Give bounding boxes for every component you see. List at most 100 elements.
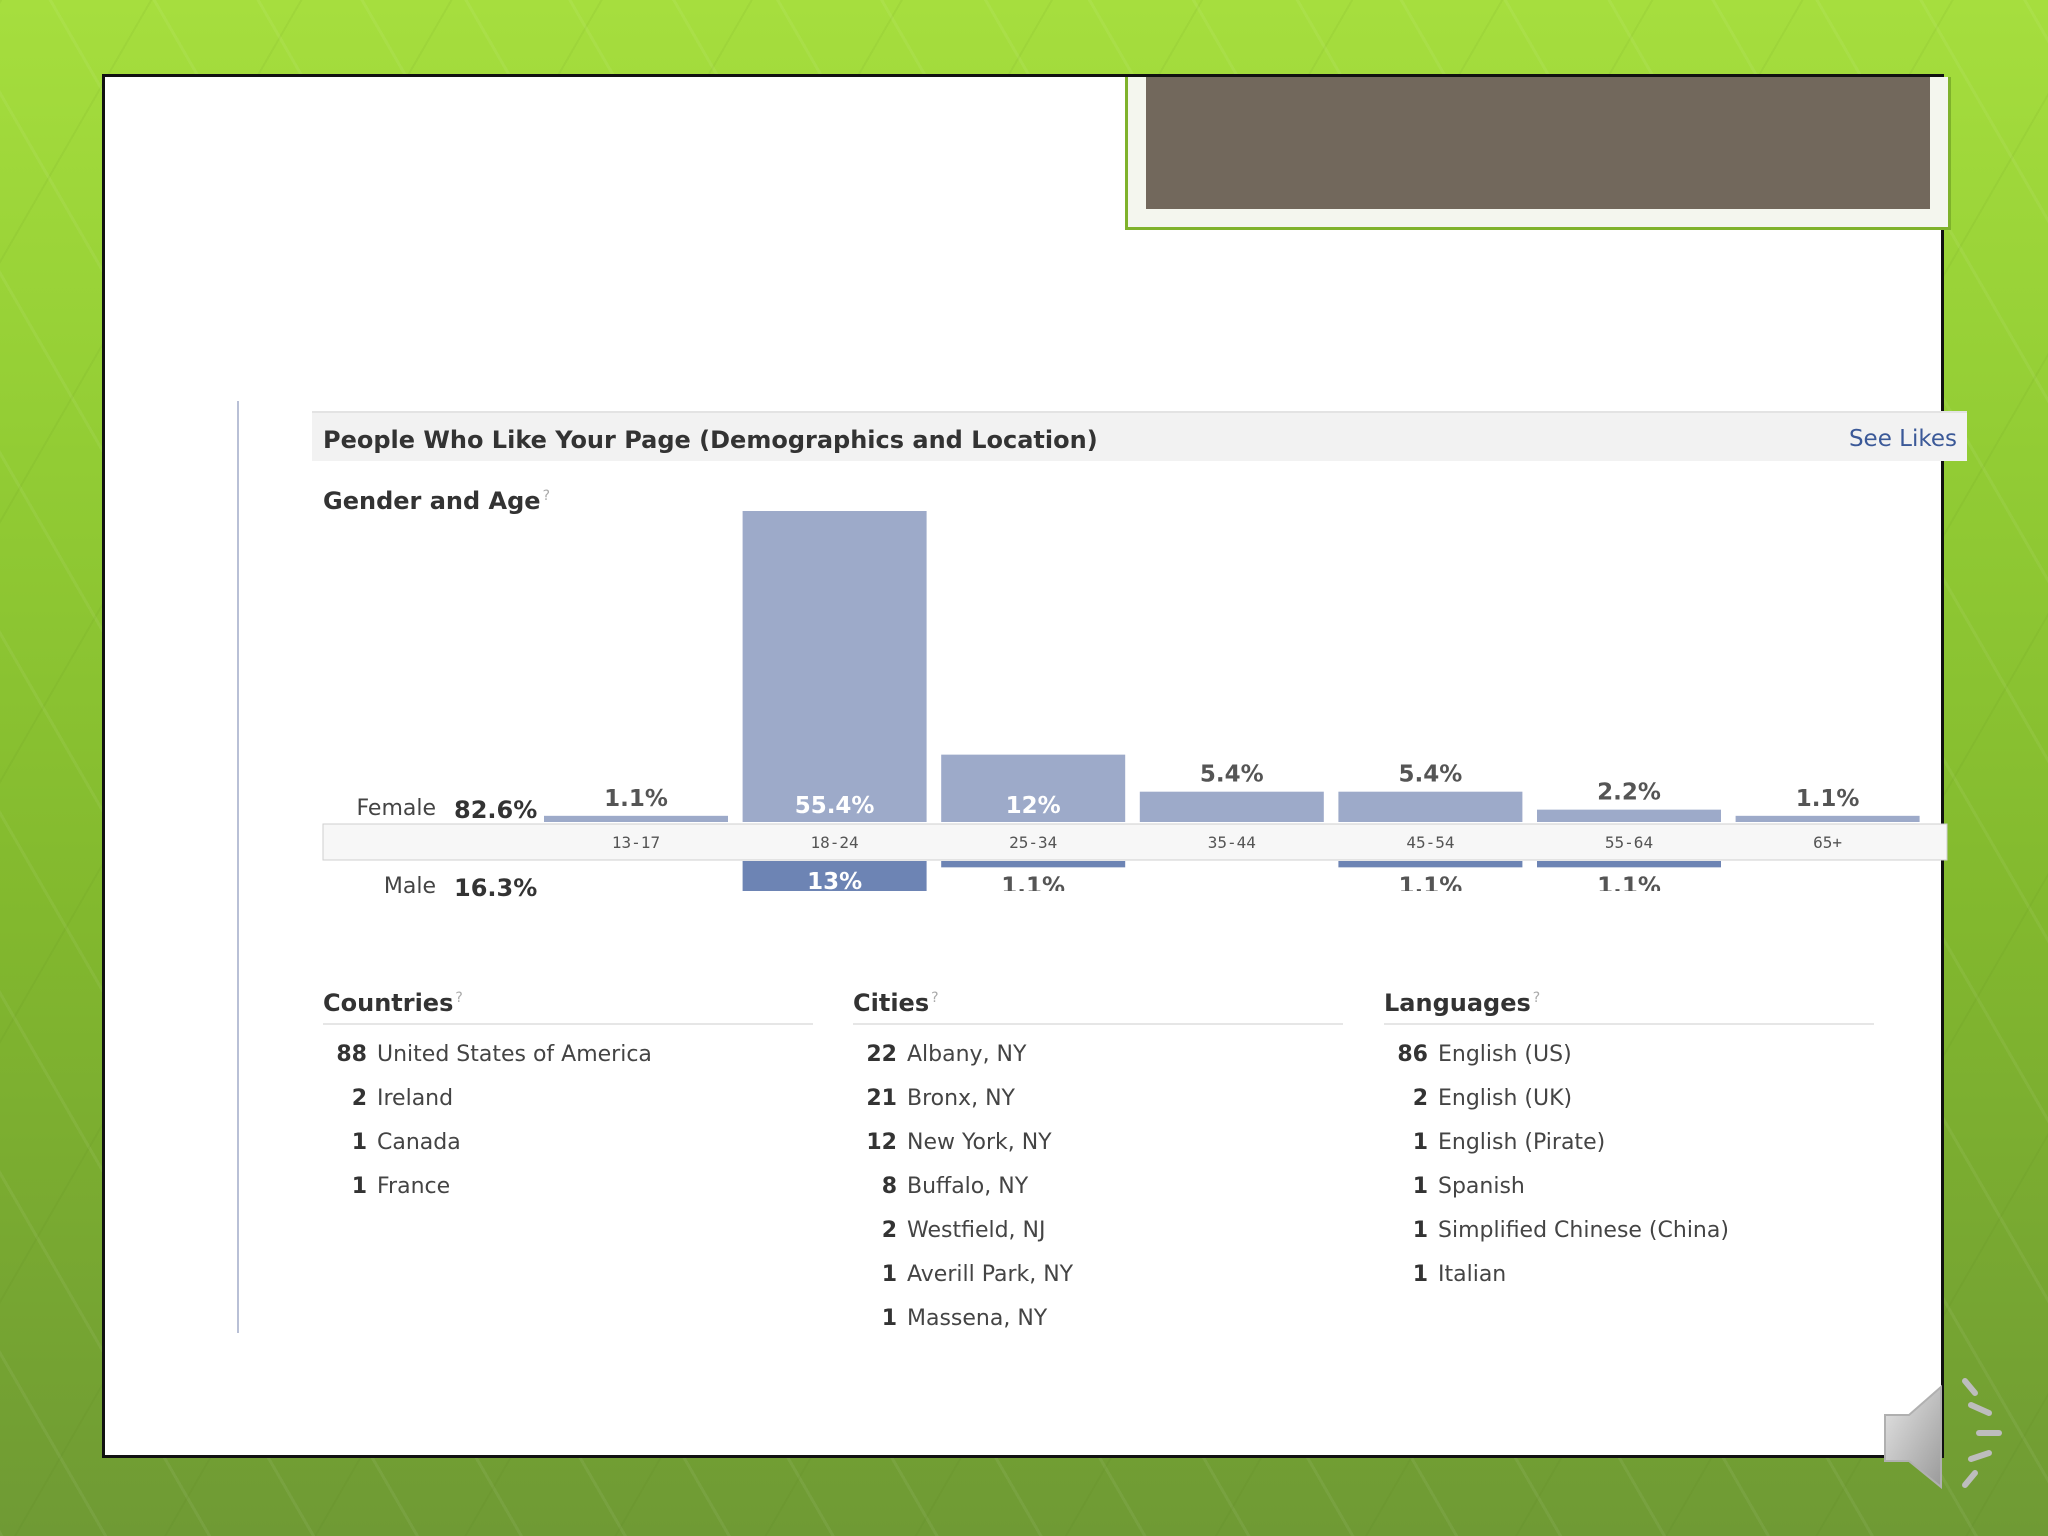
cities-row: 1 Massena, NY	[853, 1297, 1343, 1341]
female-data-label: 5.4%	[1399, 762, 1463, 788]
female-bar	[1537, 809, 1721, 822]
male-data-label: 13%	[807, 869, 862, 891]
countries-title: Countries	[323, 989, 454, 1017]
age-tick-label: 65+	[1813, 833, 1842, 852]
row-name: Bronx, NY	[907, 1086, 1015, 1111]
cities-row: 8 Buffalo, NY	[853, 1165, 1343, 1209]
countries-list: 88 United States of America 2 Ireland 1 Canad…	[323, 1033, 813, 1209]
male-bar	[941, 861, 1126, 868]
age-axis-strip	[322, 823, 1948, 861]
row-count: 1	[1412, 1130, 1428, 1155]
help-icon[interactable]: ?	[1532, 990, 1541, 1006]
cities-row: 21 Bronx, NY	[853, 1077, 1343, 1121]
cities-title: Cities	[853, 989, 930, 1017]
cities-row: 1 Averill Park, NY	[853, 1253, 1343, 1297]
title-placeholder-fill	[1146, 77, 1930, 209]
languages-heading: Languages?	[1384, 989, 1874, 1025]
row-count: 1	[881, 1262, 897, 1287]
female-data-label: 5.4%	[1200, 762, 1264, 788]
female-bar	[941, 754, 1126, 822]
male-data-label: 1.1%	[1001, 873, 1065, 891]
male-bar	[1338, 861, 1523, 868]
gender-age-title: Gender and Age	[323, 487, 541, 515]
cities-row: 22 Albany, NY	[853, 1033, 1343, 1077]
demographics-panel: People Who Like Your Page (Demographics …	[312, 411, 1967, 1347]
row-count: 8	[881, 1174, 897, 1199]
male-total: 16.3%	[454, 874, 538, 902]
row-count: 1	[1412, 1218, 1428, 1243]
row-count: 2	[1412, 1086, 1428, 1111]
female-bar	[544, 815, 728, 822]
cities-heading: Cities?	[853, 989, 1343, 1025]
chart-svg: 1.1% 13-17 55.4% 18-24 13% 12% 25-34 1.1% 5.4% 35…	[322, 511, 1948, 891]
slide: People Who Like Your Page (Demographics …	[102, 74, 2002, 1490]
age-tick-label: 55-64	[1605, 833, 1653, 852]
male-label: Male	[383, 874, 436, 899]
male-bar	[742, 861, 927, 891]
female-data-label: 55.4%	[795, 793, 875, 819]
row-name: Italian	[1438, 1262, 1507, 1287]
row-name: Canada	[377, 1130, 461, 1155]
panel-header: People Who Like Your Page (Demographics …	[312, 411, 1967, 461]
row-name: Westfield, NJ	[907, 1218, 1046, 1243]
left-rule	[237, 401, 239, 1333]
male-data-label: 1.1%	[1399, 873, 1463, 891]
female-bar	[742, 511, 927, 822]
age-tick-label: 35-44	[1208, 833, 1256, 852]
cities-list: 22 Albany, NY 21 Bronx, NY 12 New York, NY 8 Bu…	[853, 1033, 1343, 1341]
see-likes-link[interactable]: See Likes	[1848, 426, 1957, 452]
row-count: 86	[1397, 1042, 1428, 1067]
languages-list: 86 English (US) 2 English (UK) 1 English (Pir…	[1384, 1033, 1874, 1297]
row-count: 1	[881, 1306, 897, 1331]
row-name: English (Pirate)	[1438, 1130, 1606, 1155]
row-count: 1	[1412, 1174, 1428, 1199]
female-total: 82.6%	[454, 796, 538, 824]
cities-section: Cities? 22 Albany, NY 21 Bronx, NY 12 New Yor…	[853, 989, 1343, 1341]
help-icon[interactable]: ?	[542, 488, 550, 504]
row-count: 21	[866, 1086, 897, 1111]
gender-age-heading: Gender and Age?	[323, 487, 550, 515]
age-tick-label: 13-17	[612, 833, 660, 852]
row-name: France	[377, 1174, 451, 1199]
age-tick-label: 45-54	[1406, 833, 1454, 852]
languages-row: 1 Spanish	[1384, 1165, 1874, 1209]
cities-row: 2 Westfield, NJ	[853, 1209, 1343, 1253]
row-count: 22	[866, 1042, 897, 1067]
female-label: Female	[356, 796, 436, 821]
row-count: 12	[866, 1130, 897, 1155]
help-icon[interactable]: ?	[455, 990, 463, 1006]
female-bar	[1735, 815, 1920, 822]
row-count: 1	[1412, 1262, 1428, 1287]
row-name: English (UK)	[1438, 1086, 1573, 1111]
languages-title: Languages	[1384, 989, 1531, 1017]
languages-row: 86 English (US)	[1384, 1033, 1874, 1077]
female-data-label: 12%	[1006, 793, 1061, 819]
row-name: Spanish	[1438, 1174, 1525, 1199]
countries-row: 88 United States of America	[323, 1033, 813, 1077]
age-tick-label: 25-34	[1009, 833, 1057, 852]
row-count: 1	[351, 1174, 367, 1199]
speaker-icon[interactable]	[1879, 1375, 2009, 1505]
languages-row: 1 English (Pirate)	[1384, 1121, 1874, 1165]
row-count: 1	[351, 1130, 367, 1155]
row-count: 88	[336, 1042, 367, 1067]
gender-age-chart: Female 82.6% Male 16.3% 1.1% 13-17 55.4% 18…	[312, 511, 1967, 902]
help-icon[interactable]: ?	[931, 990, 939, 1006]
panel-title: People Who Like Your Page (Demographics …	[323, 426, 1098, 454]
male-data-label: 1.1%	[1597, 873, 1661, 891]
countries-section: Countries? 88 United States of America 2 Ir…	[323, 989, 813, 1209]
row-name: Simplified Chinese (China)	[1438, 1218, 1729, 1243]
row-name: United States of America	[377, 1042, 652, 1067]
row-name: New York, NY	[907, 1130, 1052, 1155]
female-data-label: 2.2%	[1597, 780, 1661, 806]
row-name: Massena, NY	[907, 1306, 1048, 1331]
languages-section: Languages? 86 English (US) 2 English (UK) 1 E…	[1384, 989, 1874, 1297]
countries-row: 1 France	[323, 1165, 813, 1209]
countries-row: 2 Ireland	[323, 1077, 813, 1121]
female-data-label: 1.1%	[604, 786, 668, 812]
languages-row: 1 Simplified Chinese (China)	[1384, 1209, 1874, 1253]
female-bar	[1338, 791, 1523, 822]
row-name: English (US)	[1438, 1042, 1572, 1067]
languages-row: 1 Italian	[1384, 1253, 1874, 1297]
male-bar	[1537, 861, 1721, 868]
